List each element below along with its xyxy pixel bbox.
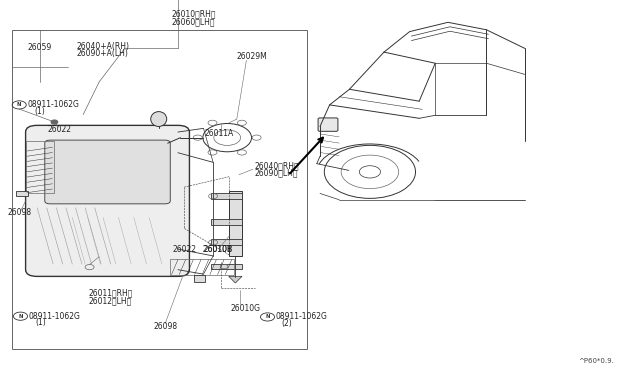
Bar: [211, 240, 241, 246]
Text: 26040〈RH〉: 26040〈RH〉: [254, 161, 299, 170]
Text: (2): (2): [282, 319, 292, 328]
Bar: [211, 263, 241, 269]
Text: 08911-1062G: 08911-1062G: [28, 100, 79, 109]
Bar: [16, 191, 28, 196]
Text: 26022: 26022: [48, 125, 72, 134]
Text: 26011〈RH〉: 26011〈RH〉: [88, 289, 132, 298]
Bar: [12, 54, 68, 82]
Text: 26012〈LH〉: 26012〈LH〉: [88, 296, 132, 305]
Text: (1): (1): [34, 107, 45, 116]
Text: 26022: 26022: [173, 246, 197, 254]
Text: 08911-1062G: 08911-1062G: [29, 312, 81, 321]
Text: 26060〈LH〉: 26060〈LH〉: [172, 17, 215, 26]
Bar: [211, 193, 241, 199]
Ellipse shape: [151, 112, 167, 126]
Text: 26059: 26059: [28, 43, 52, 52]
Bar: [229, 191, 242, 256]
Bar: [26, 141, 54, 193]
FancyBboxPatch shape: [45, 140, 170, 204]
Text: N: N: [17, 102, 22, 108]
Bar: [12, 30, 307, 349]
Circle shape: [51, 120, 58, 124]
Text: 26010B: 26010B: [204, 245, 233, 254]
Text: (1): (1): [35, 318, 46, 327]
Text: 26040+A(RH): 26040+A(RH): [77, 42, 130, 51]
Text: 08911-1062G: 08911-1062G: [276, 312, 328, 321]
Text: 26090〈LH〉: 26090〈LH〉: [254, 169, 298, 177]
Text: 26010G: 26010G: [230, 304, 260, 312]
Text: 26010B: 26010B: [198, 246, 232, 254]
Text: ^P60*0.9.: ^P60*0.9.: [579, 358, 614, 364]
Text: 26029M: 26029M: [237, 52, 268, 61]
Bar: [211, 219, 241, 225]
FancyBboxPatch shape: [26, 125, 189, 276]
Text: 26090+A(LH): 26090+A(LH): [77, 49, 129, 58]
Text: N: N: [18, 314, 23, 319]
Bar: [194, 275, 205, 282]
Text: 26098: 26098: [154, 322, 178, 331]
Bar: [170, 259, 234, 275]
Text: 26011A: 26011A: [205, 129, 234, 138]
FancyBboxPatch shape: [318, 118, 338, 131]
Text: 26098: 26098: [8, 208, 32, 217]
Text: 26010〈RH〉: 26010〈RH〉: [172, 9, 216, 18]
Text: N: N: [265, 314, 270, 320]
